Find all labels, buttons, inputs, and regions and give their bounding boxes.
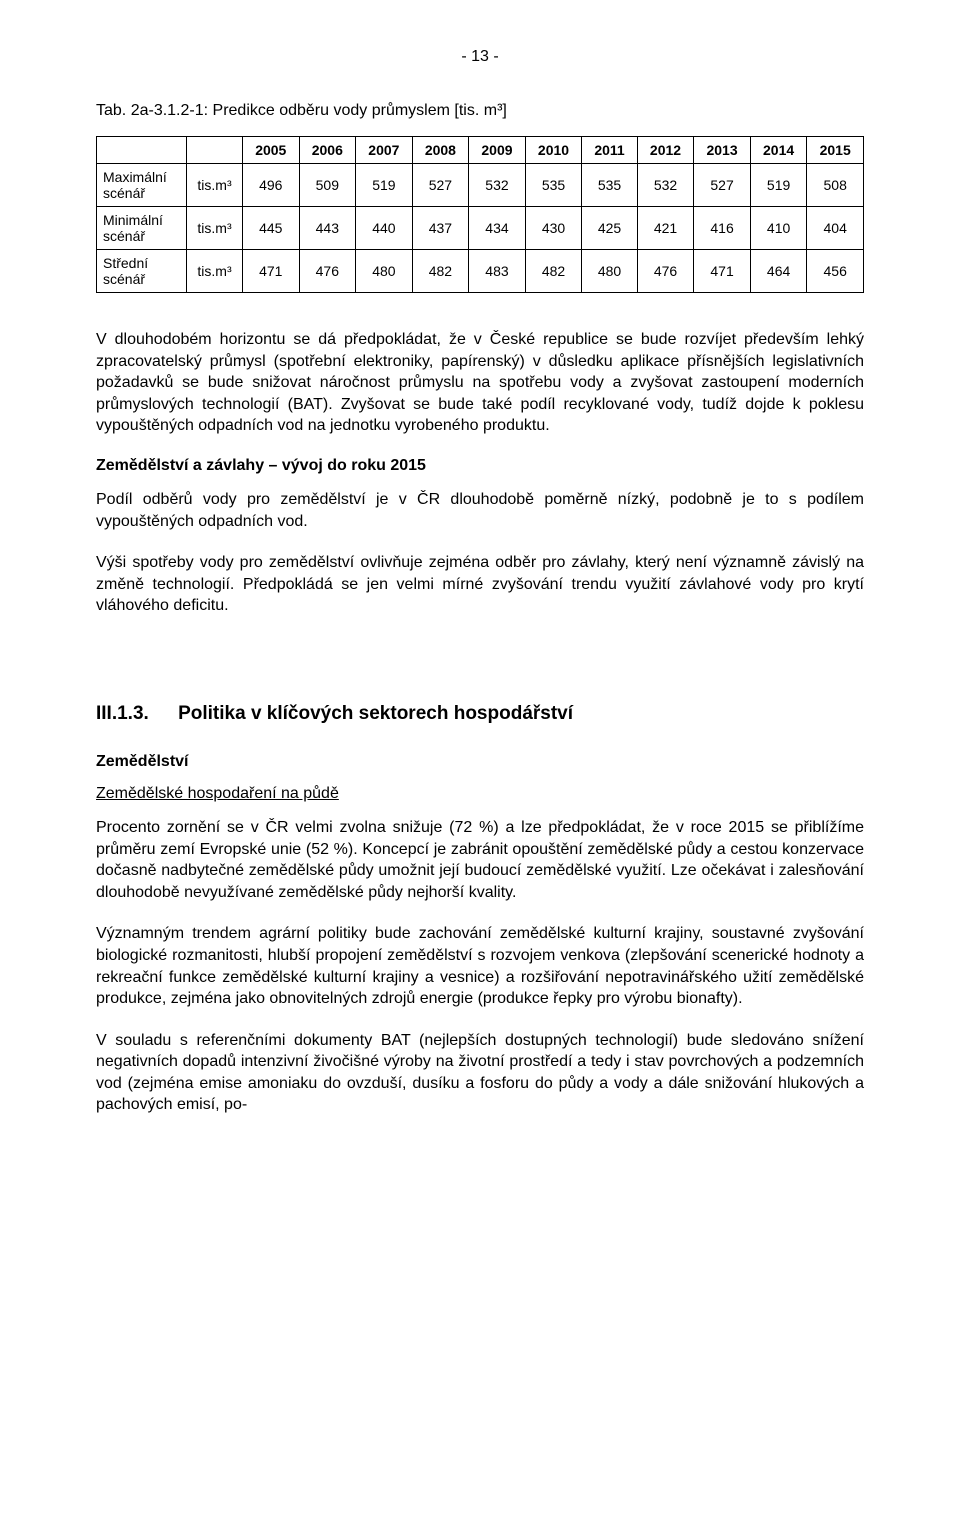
table-cell: 519 [356, 164, 413, 207]
prediction-table: 2005 2006 2007 2008 2009 2010 2011 2012 … [96, 136, 864, 293]
year-header: 2014 [750, 137, 807, 164]
year-header: 2008 [412, 137, 469, 164]
table-cell: 430 [525, 207, 582, 250]
table-cell: 416 [694, 207, 751, 250]
paragraph: V souladu s referenčními dokumenty BAT (… [96, 1030, 864, 1116]
table-row: Minimální scénář tis.m³ 445 443 440 437 … [97, 207, 864, 250]
year-header: 2009 [469, 137, 526, 164]
table-cell: 443 [299, 207, 356, 250]
table-cell: 482 [525, 250, 582, 293]
table-cell: 421 [637, 207, 694, 250]
paragraph: V dlouhodobém horizontu se dá předpoklád… [96, 329, 864, 437]
year-header: 2005 [243, 137, 300, 164]
table-cell: 535 [525, 164, 582, 207]
table-title: Tab. 2a-3.1.2-1: Predikce odběru vody pr… [96, 102, 864, 120]
section-heading: III.1.3. Politika v klíčových sektorech … [96, 703, 864, 725]
sub-label: Zemědělství [96, 753, 864, 771]
section-title: Politika v klíčových sektorech hospodářs… [178, 703, 573, 724]
table-cell: 410 [750, 207, 807, 250]
table-cell: 483 [469, 250, 526, 293]
table-cell: 527 [412, 164, 469, 207]
table-cell: 476 [637, 250, 694, 293]
table-cell: 532 [637, 164, 694, 207]
table-cell: 496 [243, 164, 300, 207]
table-cell: 532 [469, 164, 526, 207]
table-cell: 456 [807, 250, 864, 293]
table-cell: 480 [582, 250, 637, 293]
row-label: Minimální scénář [97, 207, 187, 250]
paragraph: Podíl odběrů vody pro zemědělství je v Č… [96, 489, 864, 532]
table-cell: 464 [750, 250, 807, 293]
page-number: - 13 - [96, 48, 864, 66]
unit-cell: tis.m³ [187, 164, 243, 207]
underline-subheading: Zemědělské hospodaření na půdě [96, 785, 864, 803]
table-row: Maximální scénář tis.m³ 496 509 519 527 … [97, 164, 864, 207]
year-header: 2012 [637, 137, 694, 164]
table-cell: 425 [582, 207, 637, 250]
table-row: Střední scénář tis.m³ 471 476 480 482 48… [97, 250, 864, 293]
table-cell: 519 [750, 164, 807, 207]
table-header-blank-1 [97, 137, 187, 164]
table-cell: 440 [356, 207, 413, 250]
table-cell: 434 [469, 207, 526, 250]
table-cell: 471 [243, 250, 300, 293]
table-cell: 480 [356, 250, 413, 293]
year-header: 2015 [807, 137, 864, 164]
table-header-blank-2 [187, 137, 243, 164]
year-header: 2006 [299, 137, 356, 164]
row-label: Střední scénář [97, 250, 187, 293]
year-header: 2011 [582, 137, 637, 164]
row-label: Maximální scénář [97, 164, 187, 207]
paragraph: Výši spotřeby vody pro zemědělství ovliv… [96, 552, 864, 617]
paragraph: Významným trendem agrární politiky bude … [96, 923, 864, 1009]
table-cell: 404 [807, 207, 864, 250]
section-number: III.1.3. [96, 703, 149, 725]
paragraph: Procento zornění se v ČR velmi zvolna sn… [96, 817, 864, 903]
subheading: Zemědělství a závlahy – vývoj do roku 20… [96, 457, 864, 475]
table-head-row: 2005 2006 2007 2008 2009 2010 2011 2012 … [97, 137, 864, 164]
year-header: 2013 [694, 137, 751, 164]
table-cell: 437 [412, 207, 469, 250]
table-cell: 445 [243, 207, 300, 250]
table-cell: 471 [694, 250, 751, 293]
table-cell: 482 [412, 250, 469, 293]
table-cell: 527 [694, 164, 751, 207]
table-cell: 476 [299, 250, 356, 293]
unit-cell: tis.m³ [187, 250, 243, 293]
table-cell: 509 [299, 164, 356, 207]
table-cell: 508 [807, 164, 864, 207]
unit-cell: tis.m³ [187, 207, 243, 250]
year-header: 2010 [525, 137, 582, 164]
table-cell: 535 [582, 164, 637, 207]
year-header: 2007 [356, 137, 413, 164]
